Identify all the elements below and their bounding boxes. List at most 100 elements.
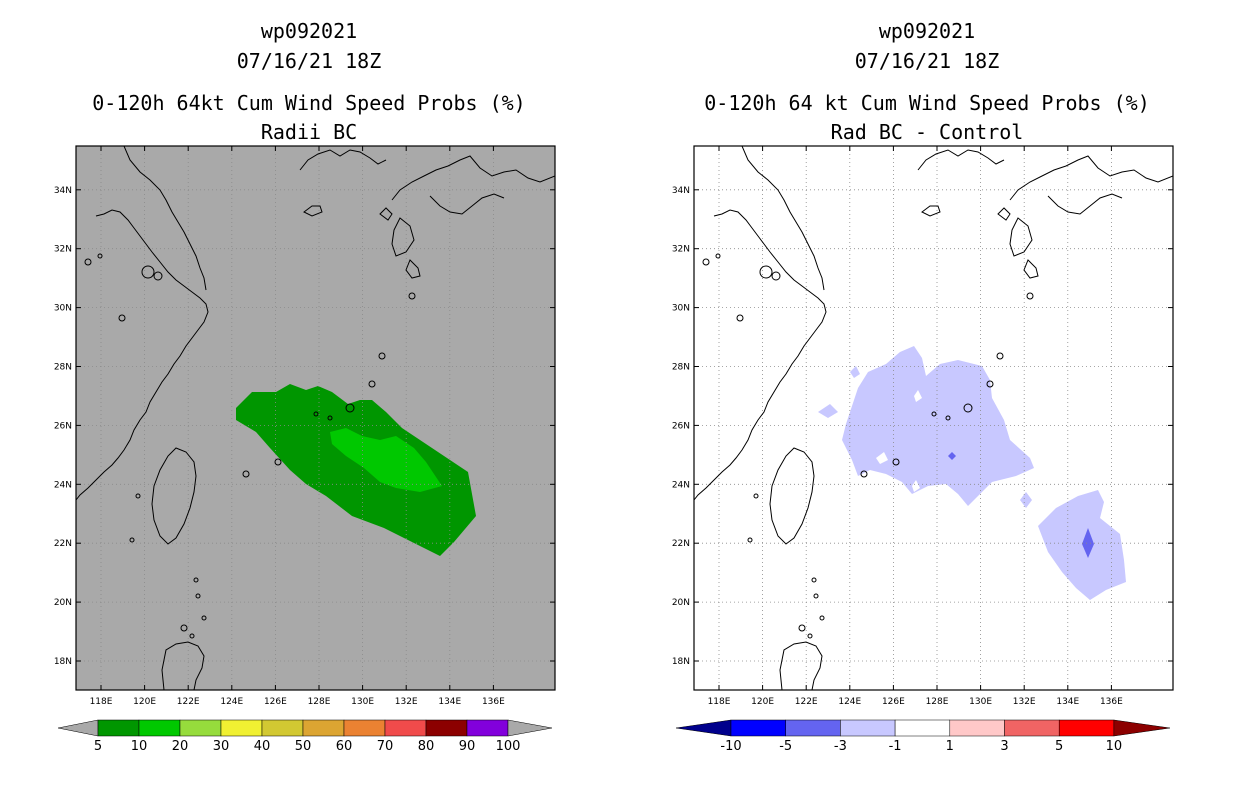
colorbar-label: 50: [295, 739, 312, 754]
lat-label-28n: 28N: [54, 363, 72, 373]
colorbar-swatch: [785, 719, 841, 737]
lon-label-136e: 136E: [1100, 697, 1123, 707]
colorbar-end-high: [1113, 719, 1171, 737]
storm-id: wp092021: [878, 19, 976, 43]
lon-label-128e: 128E: [308, 697, 331, 707]
date-time: 07/16/21 18Z: [854, 49, 1000, 73]
colorbar-swatch: [466, 719, 509, 737]
lon-label-130e: 130E: [969, 697, 992, 707]
colorbar-swatch: [949, 719, 1005, 737]
colorbar-end-high: [507, 719, 553, 737]
diff-region-small: [850, 366, 860, 378]
lat-label-20n: 20N: [672, 598, 690, 608]
colorbar-label: 20: [172, 739, 189, 754]
prob-region-10: [330, 428, 442, 492]
lon-label-136e: 136E: [482, 697, 505, 707]
colorbar-label: 40: [254, 739, 271, 754]
product-title: 0-120h 64kt Cum Wind Speed Probs (%): [92, 91, 526, 115]
diff-region-small: [818, 404, 838, 418]
colorbar-swatch: [220, 719, 263, 737]
diff-region-small: [1020, 492, 1032, 508]
colorbar-swatch: [261, 719, 304, 737]
lat-label-32n: 32N: [672, 245, 690, 255]
colorbar-swatch: [343, 719, 386, 737]
lon-label-126e: 126E: [882, 697, 905, 707]
lat-label-34n: 34N: [54, 186, 72, 196]
colorbar-swatch: [1004, 719, 1060, 737]
lat-label-34n: 34N: [672, 186, 690, 196]
lat-label-18n: 18N: [672, 657, 690, 667]
colorbar-label: 3: [1000, 739, 1008, 754]
product-subtitle: Radii BC: [260, 120, 358, 144]
colorbar-label: -3: [834, 739, 847, 754]
lat-label-30n: 30N: [54, 304, 72, 314]
coastlines: [76, 146, 555, 690]
colorbar-swatch: [840, 719, 896, 737]
diff-region-minus1: [842, 346, 1034, 506]
colorbar-label: 80: [418, 739, 435, 754]
colorbar-swatch: [1058, 719, 1115, 737]
colorbar: -10 -5 -3 -1 1 3 5 10: [675, 719, 1171, 754]
lon-label-122e: 122E: [177, 697, 200, 707]
colorbar-label: 1: [946, 739, 954, 754]
colorbar-label: 100: [496, 739, 521, 754]
lat-label-22n: 22N: [54, 539, 72, 549]
panel-radii-bc: wp092021 07/16/21 18Z 0-120h 64kt Cum Wi…: [54, 19, 556, 754]
lat-label-26n: 26N: [54, 421, 72, 431]
map-content: [76, 146, 555, 690]
map-border: [693, 145, 1174, 691]
diff-region-minus3-small: [948, 452, 956, 460]
lon-label-118e: 118E: [708, 697, 731, 707]
colorbar-swatch: [730, 719, 786, 737]
lat-label-18n: 18N: [54, 657, 72, 667]
colorbar-label: -5: [779, 739, 792, 754]
colorbar-label: 10: [1106, 739, 1123, 754]
lon-label-120e: 120E: [751, 697, 774, 707]
map-border: [75, 145, 556, 691]
map-frame-group: 118E 120E 122E 124E 126E 128E 130E 132E 134E 136E…: [672, 145, 1174, 707]
lon-label-118e: 118E: [90, 697, 113, 707]
lon-label-132e: 132E: [395, 697, 418, 707]
product-title: 0-120h 64 kt Cum Wind Speed Probs (%): [704, 91, 1150, 115]
panel-rad-bc-control: wp092021 07/16/21 18Z 0-120h 64 kt Cum W…: [618, 0, 1236, 800]
colorbar-label: 60: [336, 739, 353, 754]
lat-label-20n: 20N: [54, 598, 72, 608]
coastlines: [694, 146, 1173, 690]
colorbar-label: -1: [889, 739, 902, 754]
grid-lines: [76, 146, 555, 690]
map-right: 118E 120E 122E 124E 126E 128E 130E 132E 134E 136E…: [672, 145, 1174, 754]
diff-region-minus3: [1082, 528, 1094, 558]
colorbar-swatch: [97, 719, 140, 737]
colorbar: 5 10 20 30 40 50 60 70 80 90 100: [57, 719, 553, 754]
map-content: [694, 146, 1173, 690]
diff-region-minus1-east: [1038, 490, 1126, 600]
storm-id: wp092021: [260, 19, 358, 43]
lat-label-24n: 24N: [54, 480, 72, 490]
lon-label-126e: 126E: [264, 697, 287, 707]
lon-label-124e: 124E: [838, 697, 861, 707]
lon-label-134e: 134E: [1056, 697, 1079, 707]
colorbar-swatch: [302, 719, 345, 737]
colorbar-label: 30: [213, 739, 230, 754]
colorbar-label: 70: [377, 739, 394, 754]
lat-label-26n: 26N: [672, 421, 690, 431]
lon-label-128e: 128E: [926, 697, 949, 707]
date-time: 07/16/21 18Z: [236, 49, 382, 73]
map-left: 118E 120E 122E 124E 126E 128E 130E 132E 134E 136E…: [54, 145, 556, 754]
colorbar-label: 90: [459, 739, 476, 754]
colorbar-label: -10: [720, 739, 741, 754]
colorbar-swatch: [384, 719, 427, 737]
product-subtitle: Rad BC - Control: [830, 120, 1024, 144]
colorbar-swatch: [179, 719, 222, 737]
map-frame-group: 118E 120E 122E 124E 126E 128E 130E 132E 134E 136E…: [54, 145, 556, 707]
grid-lines: [694, 146, 1173, 690]
lon-label-122e: 122E: [795, 697, 818, 707]
lon-label-120e: 120E: [133, 697, 156, 707]
lat-label-28n: 28N: [672, 363, 690, 373]
lat-label-32n: 32N: [54, 245, 72, 255]
colorbar-label: 10: [131, 739, 148, 754]
lon-label-132e: 132E: [1013, 697, 1036, 707]
colorbar-swatch: [894, 719, 951, 737]
colorbar-end-low: [675, 719, 732, 737]
colorbar-label: 5: [1055, 739, 1063, 754]
